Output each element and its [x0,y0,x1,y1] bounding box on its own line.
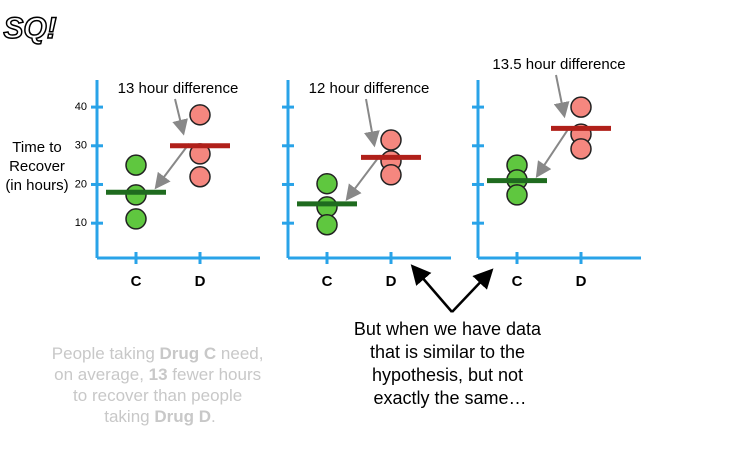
callout-arrow [410,264,453,313]
data-point [316,172,338,195]
caption-text: on average, [54,365,149,384]
data-point [380,164,402,186]
caption-text: People taking [52,344,160,363]
callout-line: But when we have data [354,319,542,339]
callout-arrow [451,268,494,313]
y-axis-label: (in hours) [5,177,68,194]
y-axis-label: Time to [12,139,61,156]
callout: But when we have data that is similar to… [354,319,546,408]
caption-text: Drug C [160,344,217,363]
x-tick-label: D [576,273,587,290]
data-point [125,208,147,230]
annotation-arrow [535,125,571,178]
caption-text: fewer hours [168,365,262,384]
caption: People taking Drug C need, on average, 1… [52,344,268,426]
callout-line: hypothesis, but not [372,365,523,385]
data-point [189,165,211,188]
annotation: 12 hour difference [309,80,430,97]
annotation-arrow [363,98,380,148]
x-tick-label: C [322,273,333,290]
annotation-arrow [172,98,188,136]
caption-text: to recover than people [73,386,242,405]
data-point [380,129,402,151]
annotation: 13 hour difference [118,80,239,97]
x-tick-label: C [512,273,523,290]
x-tick-label: D [195,273,206,290]
y-tick-label: 40 [75,101,87,113]
callout-line: exactly the same… [373,388,526,408]
data-point [506,184,528,206]
x-tick-label: C [131,273,142,290]
caption-text: need, [216,344,263,363]
y-tick-label: 10 [75,217,87,229]
y-axis-label: Recover [9,158,65,175]
data-point [316,213,338,236]
y-tick-label: 20 [75,178,87,190]
data-point [189,104,211,126]
callout-line: that is similar to the [370,342,525,362]
y-tick-label: 30 [75,140,87,152]
data-point [570,138,592,160]
logo: SQ! [3,12,56,45]
caption-text: taking [104,407,154,426]
annotation-arrow [154,143,190,190]
x-tick-label: D [386,273,397,290]
data-point [125,154,147,176]
caption-text: Drug D [154,407,211,426]
annotation-arrow [345,154,381,202]
data-point [570,96,592,118]
data-point [125,184,147,206]
caption-text: 13 [149,365,168,384]
data-point [316,196,338,218]
caption-text: . [211,407,216,426]
annotation: 13.5 hour difference [492,56,625,73]
annotation-arrow [553,74,570,119]
